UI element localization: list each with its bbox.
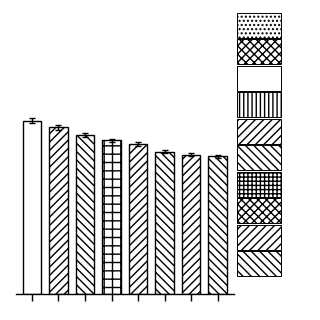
Bar [237, 225, 281, 250]
Bar [182, 155, 200, 294]
Bar [208, 156, 227, 294]
Bar [237, 198, 281, 223]
Bar [237, 251, 281, 276]
Bar [237, 92, 281, 117]
Bar [237, 118, 281, 144]
Bar [237, 12, 281, 37]
Bar [49, 127, 68, 294]
Bar [237, 39, 281, 64]
Bar [102, 140, 121, 294]
Bar [76, 135, 94, 294]
Bar [23, 121, 41, 294]
Bar [129, 144, 147, 294]
Bar [237, 145, 281, 170]
Bar [237, 66, 281, 91]
Bar [155, 152, 174, 294]
Bar [237, 172, 281, 196]
